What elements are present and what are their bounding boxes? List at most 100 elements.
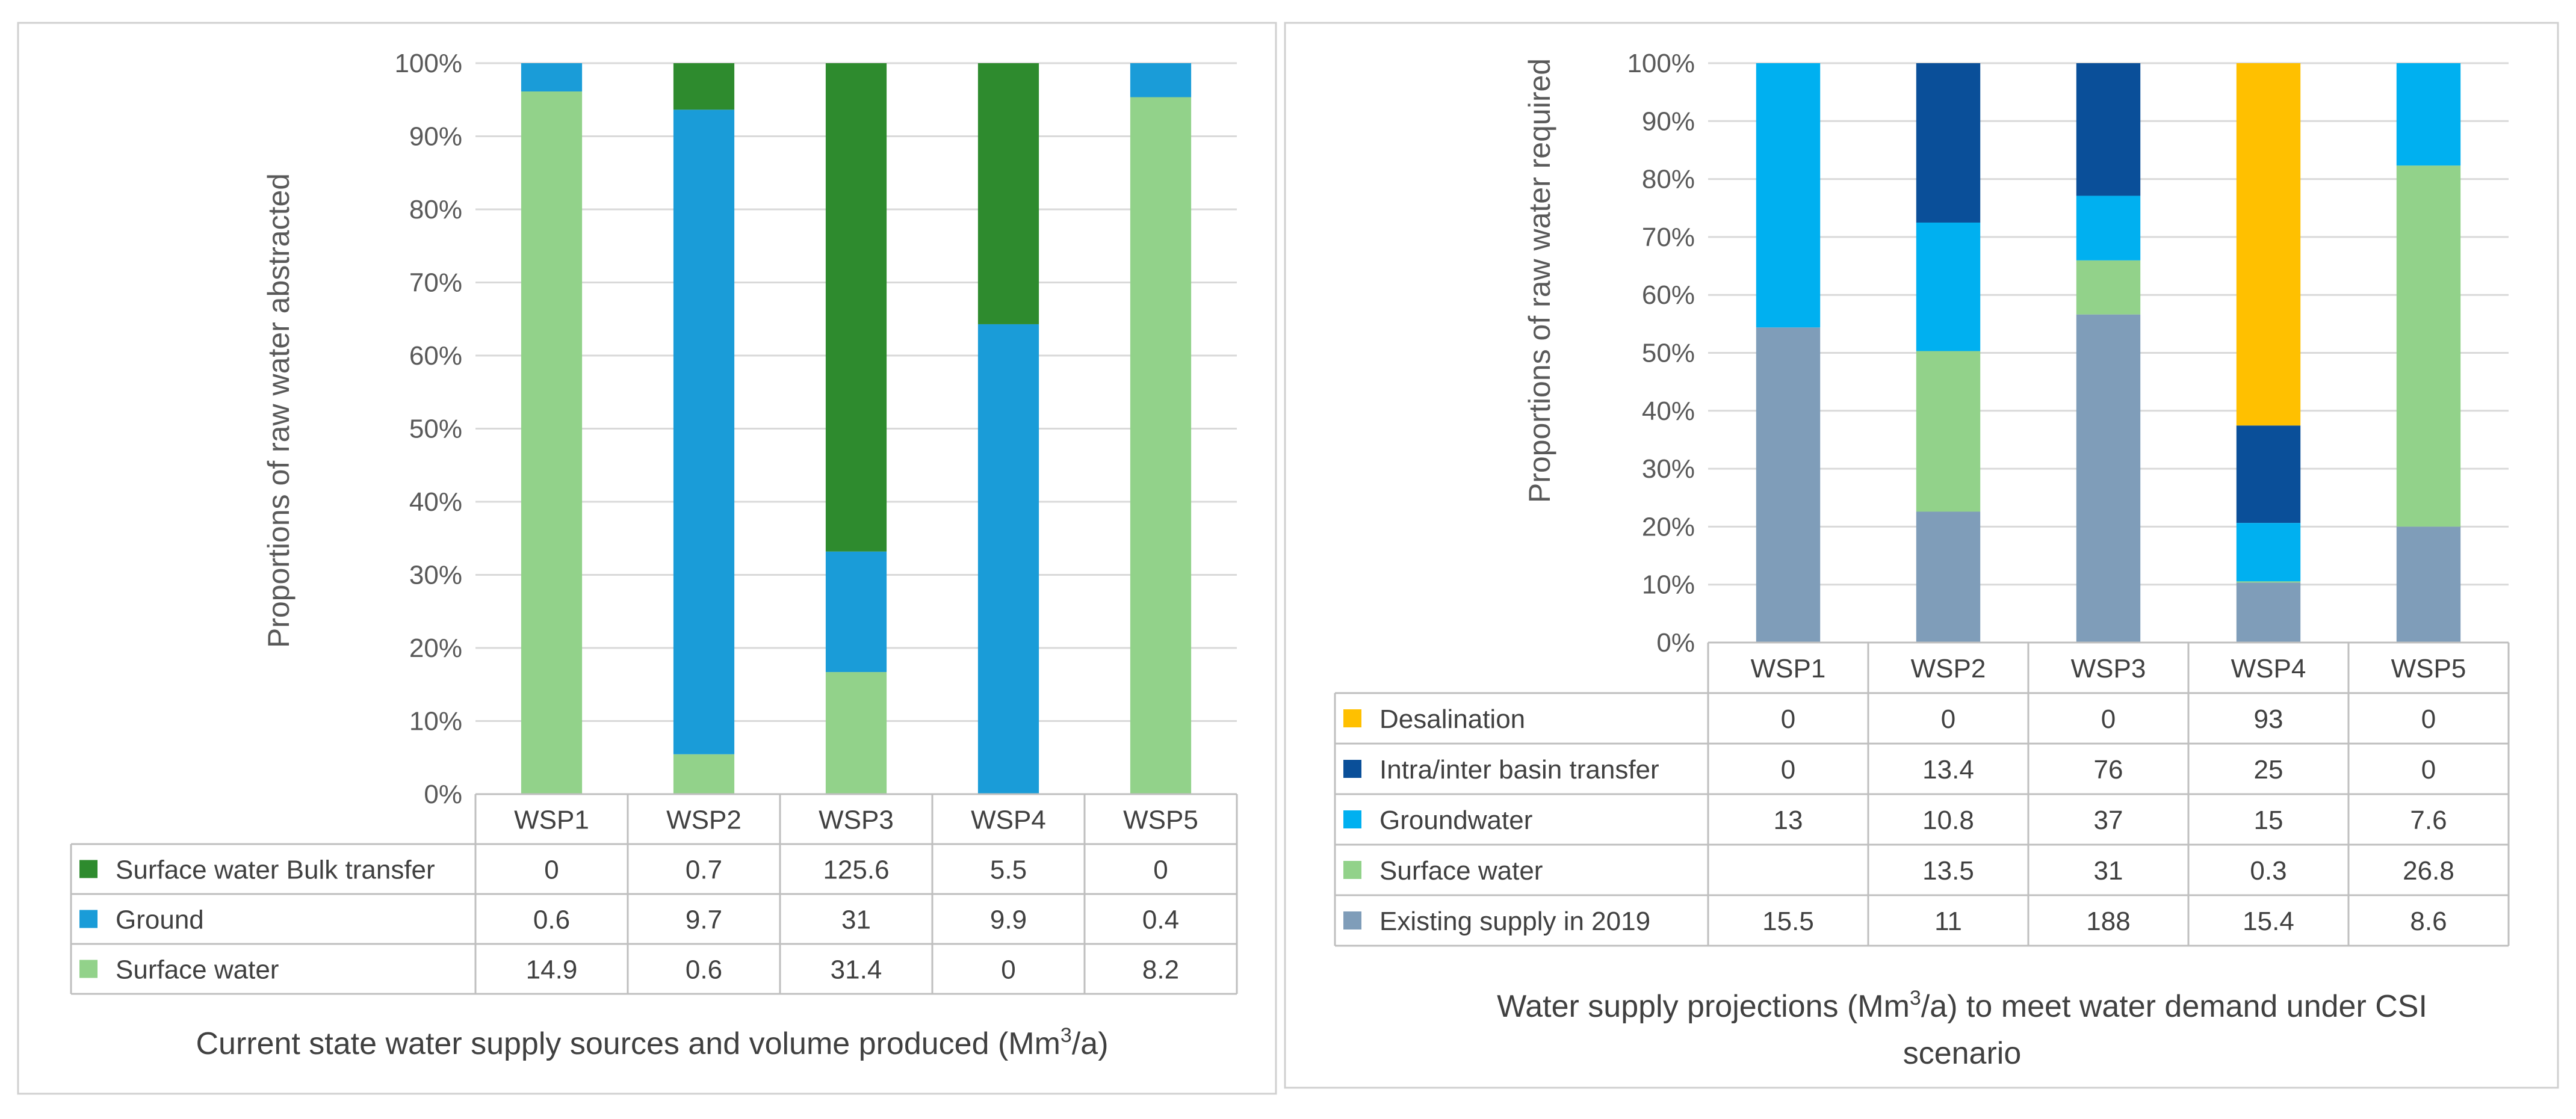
bar-segment xyxy=(2076,196,2141,260)
bar-segment xyxy=(1130,97,1192,795)
legend-swatch xyxy=(79,860,98,878)
category-label: WSP3 xyxy=(2071,654,2146,683)
category-label: WSP3 xyxy=(819,806,894,835)
table-cell: 0 xyxy=(1001,955,1015,985)
category-label: WSP5 xyxy=(2391,654,2466,683)
table-cell: 76 xyxy=(2094,755,2123,785)
caption-text: Current state water supply sources and v… xyxy=(196,1026,1060,1061)
current-supply-chart: 0% 10% 20% 30% 40% 50% 60% 70% 80% 90% 100% Proport… xyxy=(70,49,1238,1061)
table-cell: 8.2 xyxy=(1142,955,1179,985)
y-tick-label: 60% xyxy=(409,341,462,371)
bar-segment xyxy=(825,63,887,552)
legend-swatch xyxy=(1343,911,1361,929)
y-tick-label: 30% xyxy=(409,561,462,590)
caption-line1: Water supply projections (Mm xyxy=(1497,989,1910,1024)
y-tick-label: 100% xyxy=(1627,49,1695,78)
table-cell: 15.5 xyxy=(1762,907,1814,936)
caption-sup: 3 xyxy=(1910,987,1921,1010)
bar-segment xyxy=(673,754,735,794)
legend-label: Groundwater xyxy=(1379,806,1532,835)
bar-segment xyxy=(1916,511,1981,643)
table-cell: 0 xyxy=(2421,755,2436,785)
table-cell: 15.4 xyxy=(2243,907,2294,936)
table-cell: 31 xyxy=(841,905,871,935)
table-cell: 8.6 xyxy=(2410,907,2447,936)
table-cell: 7.6 xyxy=(2410,806,2447,835)
bar-segment xyxy=(825,672,887,794)
bar-segment xyxy=(521,63,583,92)
bar-segment xyxy=(1130,63,1192,97)
category-label: WSP4 xyxy=(2231,654,2306,683)
bar-segment xyxy=(2396,63,2461,166)
y-tick-label: 50% xyxy=(1642,339,1695,368)
legend-swatch xyxy=(1343,861,1361,879)
bar-segment xyxy=(2396,165,2461,527)
bar-segment xyxy=(977,63,1039,324)
table-cell: 13 xyxy=(1774,806,1803,835)
legend-label: Surface water Bulk transfer xyxy=(116,855,435,885)
bar-segment xyxy=(1756,327,1821,643)
y-tick-label: 70% xyxy=(1642,223,1695,252)
y-tick-label: 60% xyxy=(1642,280,1695,310)
legend-swatch xyxy=(1343,760,1361,778)
chart-caption: Current state water supply sources and v… xyxy=(196,1024,1108,1061)
bar-segment xyxy=(825,551,887,673)
y-tick-label: 30% xyxy=(1642,454,1695,484)
table-cell: 31.4 xyxy=(831,955,882,985)
legend-label: Surface water xyxy=(116,955,279,985)
table-cell: 0 xyxy=(2421,704,2436,734)
table-cell: 15 xyxy=(2254,806,2283,835)
table-cell: 0 xyxy=(1941,704,1955,734)
y-tick-label: 0% xyxy=(424,780,462,809)
y-tick-label: 90% xyxy=(409,122,462,152)
table-cell: 26.8 xyxy=(2403,856,2454,886)
legend-label: Surface water xyxy=(1379,856,1543,886)
left-panel-frame xyxy=(17,22,1277,1095)
table-cell: 9.9 xyxy=(990,905,1027,935)
bar-segment xyxy=(2236,523,2301,582)
y-tick-label: 10% xyxy=(1642,570,1695,600)
y-tick-label: 70% xyxy=(409,268,462,298)
table-cell: 0 xyxy=(544,855,559,885)
table-cell: 14.9 xyxy=(526,955,578,985)
y-tick-label: 80% xyxy=(409,195,462,224)
chart-caption: Water supply projections (Mm3/a) to meet… xyxy=(1497,987,2427,1024)
legend-label: Desalination xyxy=(1379,704,1525,734)
bar-segment xyxy=(2076,314,2141,643)
caption-line1-tail: /a) to meet water demand under CSI xyxy=(1921,989,2427,1024)
table-cell: 31 xyxy=(2094,856,2123,886)
bar-segment xyxy=(1756,63,1821,328)
bar-segment xyxy=(673,63,735,110)
table-cell: 188 xyxy=(2086,907,2130,936)
y-axis-label: Proportions of raw water abstracted xyxy=(262,173,296,648)
bar-segment xyxy=(1916,222,1981,351)
bar-segment xyxy=(2236,63,2301,426)
table-cell: 0.6 xyxy=(686,955,722,985)
y-tick-label: 20% xyxy=(1642,512,1695,541)
y-tick-label: 20% xyxy=(409,633,462,663)
category-label: WSP2 xyxy=(666,806,742,835)
bar-segment xyxy=(673,109,735,754)
table-cell: 0.3 xyxy=(2250,856,2287,886)
table-cell: 10.8 xyxy=(1922,806,1974,835)
bar-segment xyxy=(2076,63,2141,196)
y-tick-label: 80% xyxy=(1642,165,1695,194)
table-cell: 25 xyxy=(2254,755,2283,785)
category-label: WSP1 xyxy=(514,806,589,835)
table-cell: 0 xyxy=(1153,855,1168,885)
table-cell: 9.7 xyxy=(686,905,722,935)
legend-label: Ground xyxy=(116,905,204,935)
y-tick-label: 0% xyxy=(1656,628,1695,658)
bar-segment xyxy=(521,91,583,795)
table-cell: 0 xyxy=(1781,704,1795,734)
y-tick-label: 40% xyxy=(409,487,462,517)
y-tick-label: 40% xyxy=(1642,396,1695,426)
legend-swatch xyxy=(1343,810,1361,828)
table-cell: 0.4 xyxy=(1142,905,1179,935)
y-tick-label: 10% xyxy=(409,707,462,736)
legend-swatch xyxy=(1343,709,1361,727)
bar-segment xyxy=(977,324,1039,794)
legend-swatch xyxy=(79,910,98,928)
table-cell: 13.4 xyxy=(1922,755,1974,785)
